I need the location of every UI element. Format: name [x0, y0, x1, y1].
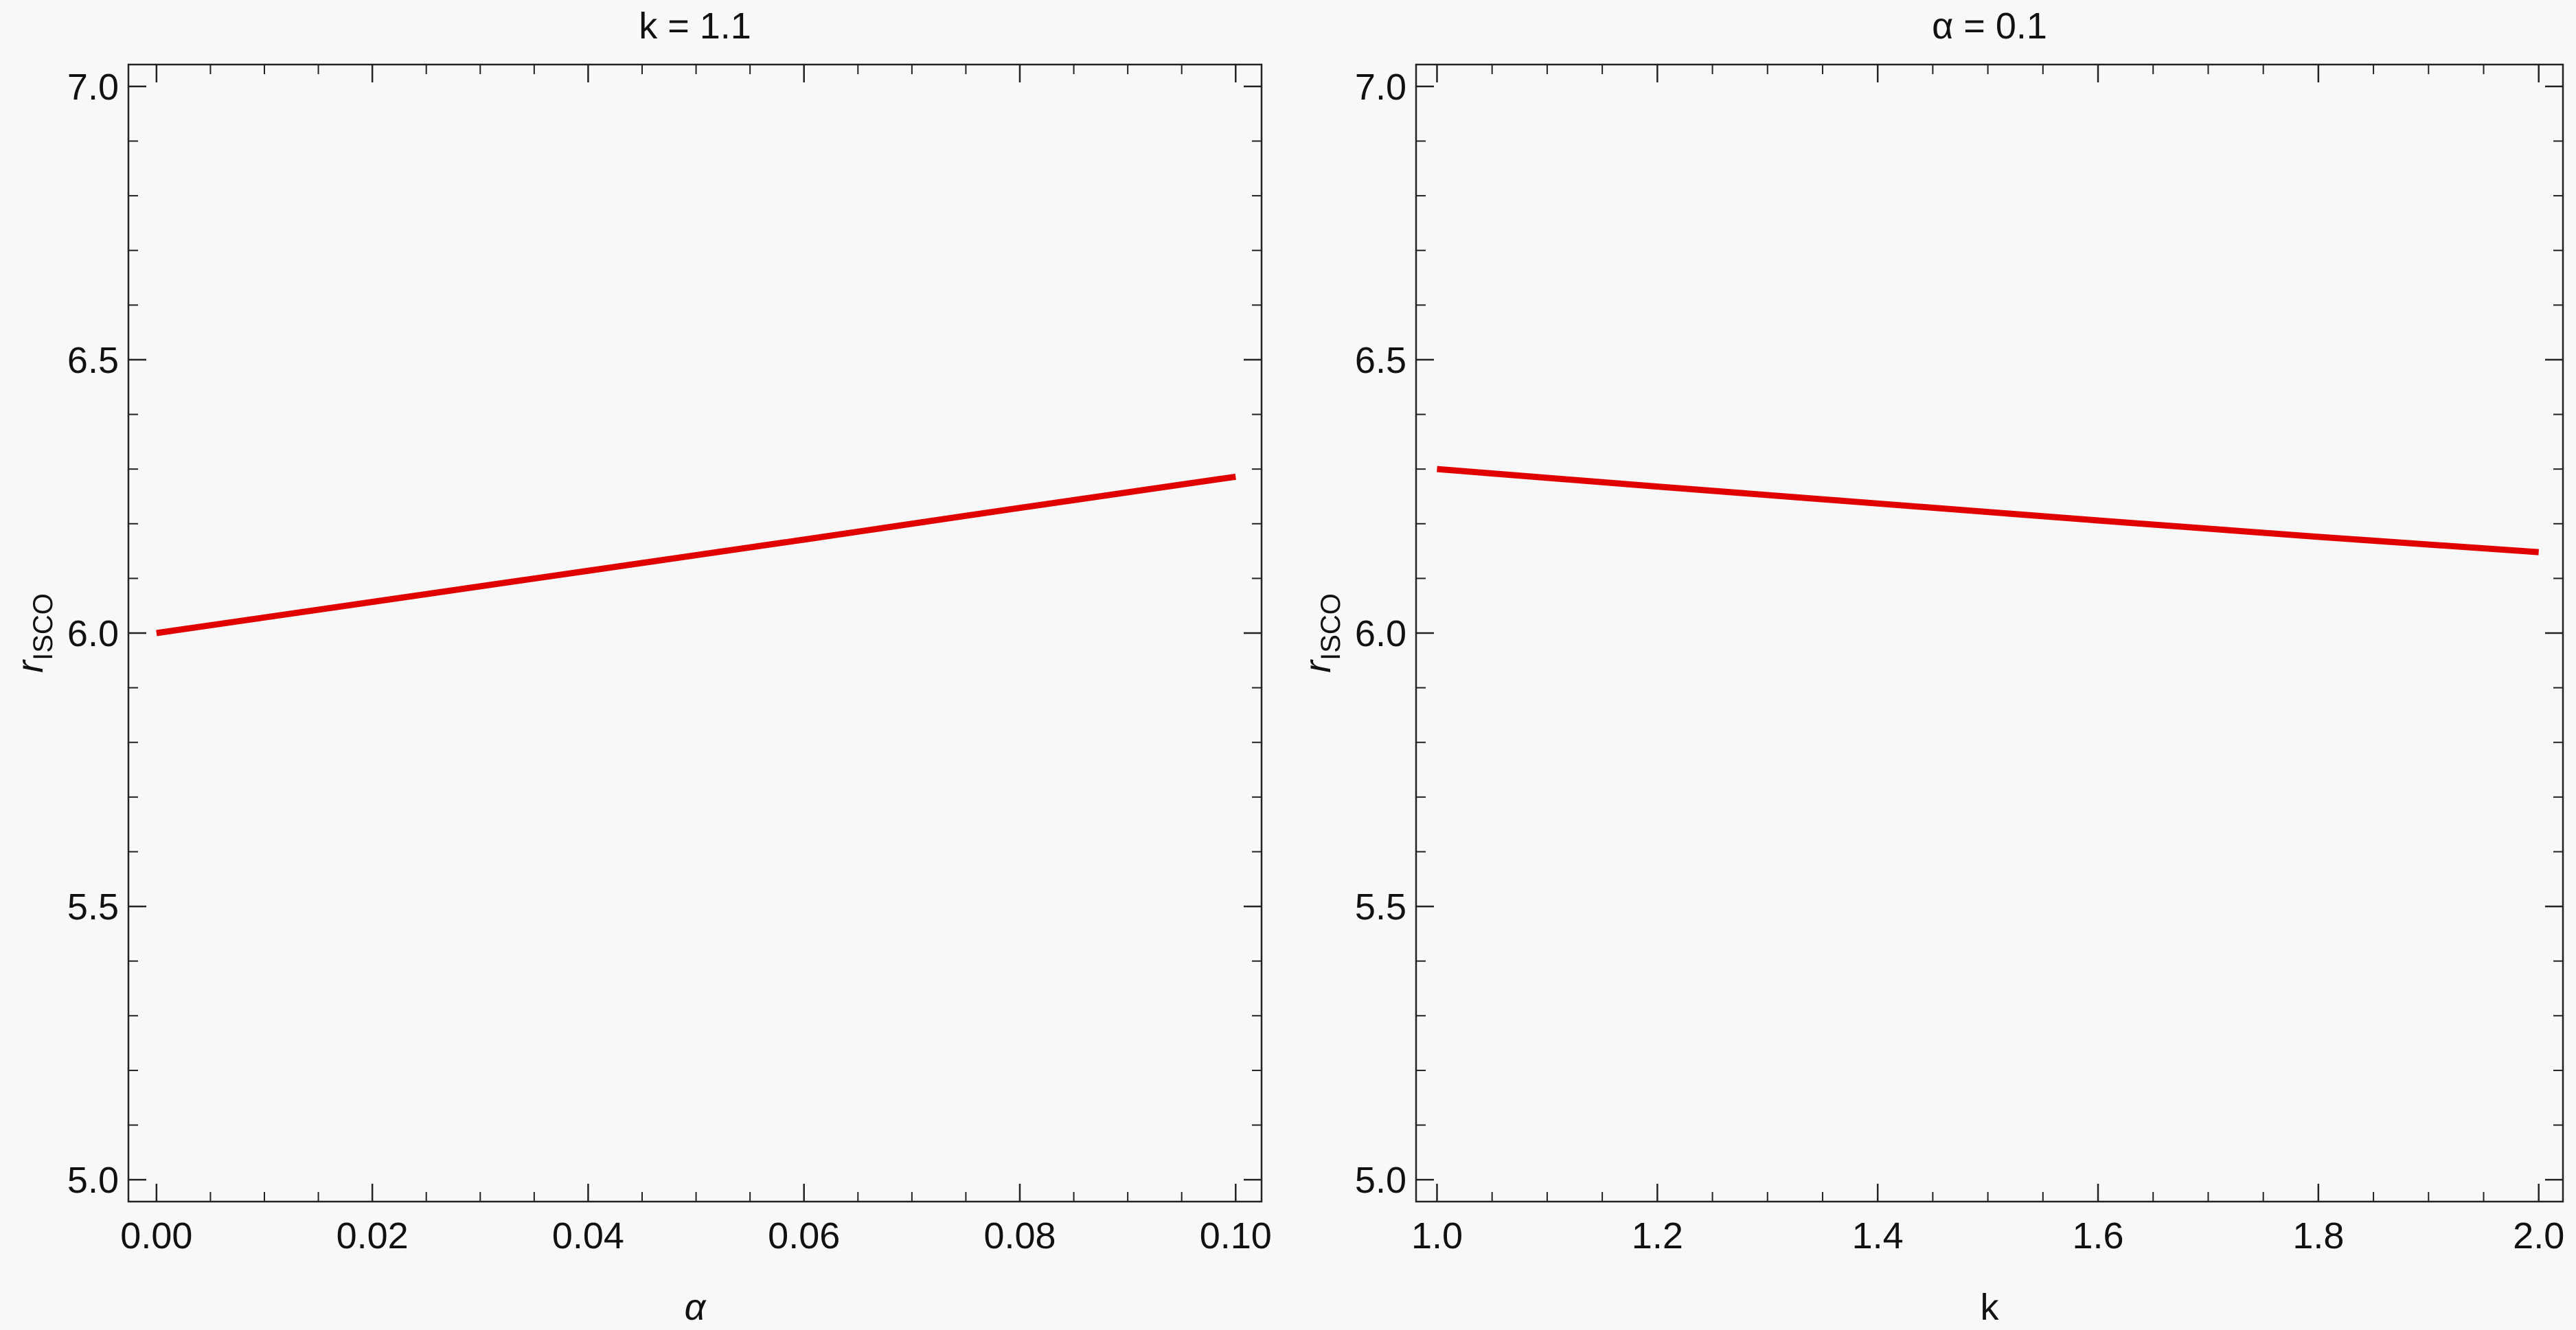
x-axis-label: k [1981, 1287, 2000, 1328]
plot-area [1415, 63, 2564, 1203]
y-axis-label-main: r [10, 659, 51, 673]
x-tick-label: 0.06 [768, 1215, 840, 1257]
y-axis-label: rISCO [10, 593, 58, 673]
y-axis-label: rISCO [1297, 593, 1346, 673]
x-tick-label: 2.0 [2513, 1215, 2564, 1257]
y-tick-label: 5.5 [1355, 886, 1406, 928]
y-tick-label: 5.5 [67, 886, 119, 928]
plot-area [127, 63, 1263, 1203]
x-tick-label: 0.08 [983, 1215, 1056, 1257]
y-tick-label: 7.0 [1355, 67, 1406, 108]
x-tick-label: 1.4 [1852, 1215, 1904, 1257]
x-axis-label: α [685, 1287, 707, 1328]
y-tick-label: 5.0 [67, 1160, 119, 1201]
y-tick-label: 6.0 [1355, 613, 1406, 654]
y-axis-label-main: r [1297, 659, 1338, 673]
y-tick-label: 7.0 [67, 67, 119, 108]
y-tick-label: 5.0 [1355, 1160, 1406, 1201]
x-tick-label: 1.6 [2072, 1215, 2123, 1257]
x-tick-label: 0.10 [1200, 1215, 1272, 1257]
y-tick-label: 6.5 [1355, 340, 1406, 381]
y-axis-label-sub: ISCO [28, 593, 58, 661]
chart-title: k = 1.1 [639, 5, 751, 47]
plot: 0.00 0.02 0.04 0.06 0.08 0.10 5.0 5.5 6.0 6.5 7.0 k… [10, 5, 1272, 1328]
x-tick-label: 1.0 [1411, 1215, 1463, 1257]
y-axis-label-sub: ISCO [1316, 593, 1346, 661]
chart-title: α = 0.1 [1932, 5, 2047, 47]
plot: 1.0 1.2 1.4 1.6 1.8 2.0 5.0 5.5 6.0 6.5 7.0 α = 0.1… [1297, 5, 2564, 1328]
x-tick-label: 0.02 [337, 1215, 409, 1257]
data-line [156, 473, 1236, 637]
x-tick-label: 0.04 [552, 1215, 624, 1257]
data-line [1437, 466, 2540, 555]
x-tick-label: 1.2 [1632, 1215, 1683, 1257]
y-tick-label: 6.5 [67, 340, 119, 381]
y-tick-label: 6.0 [67, 613, 119, 654]
x-tick-label: 1.8 [2292, 1215, 2344, 1257]
x-tick-label: 0.00 [120, 1215, 192, 1257]
